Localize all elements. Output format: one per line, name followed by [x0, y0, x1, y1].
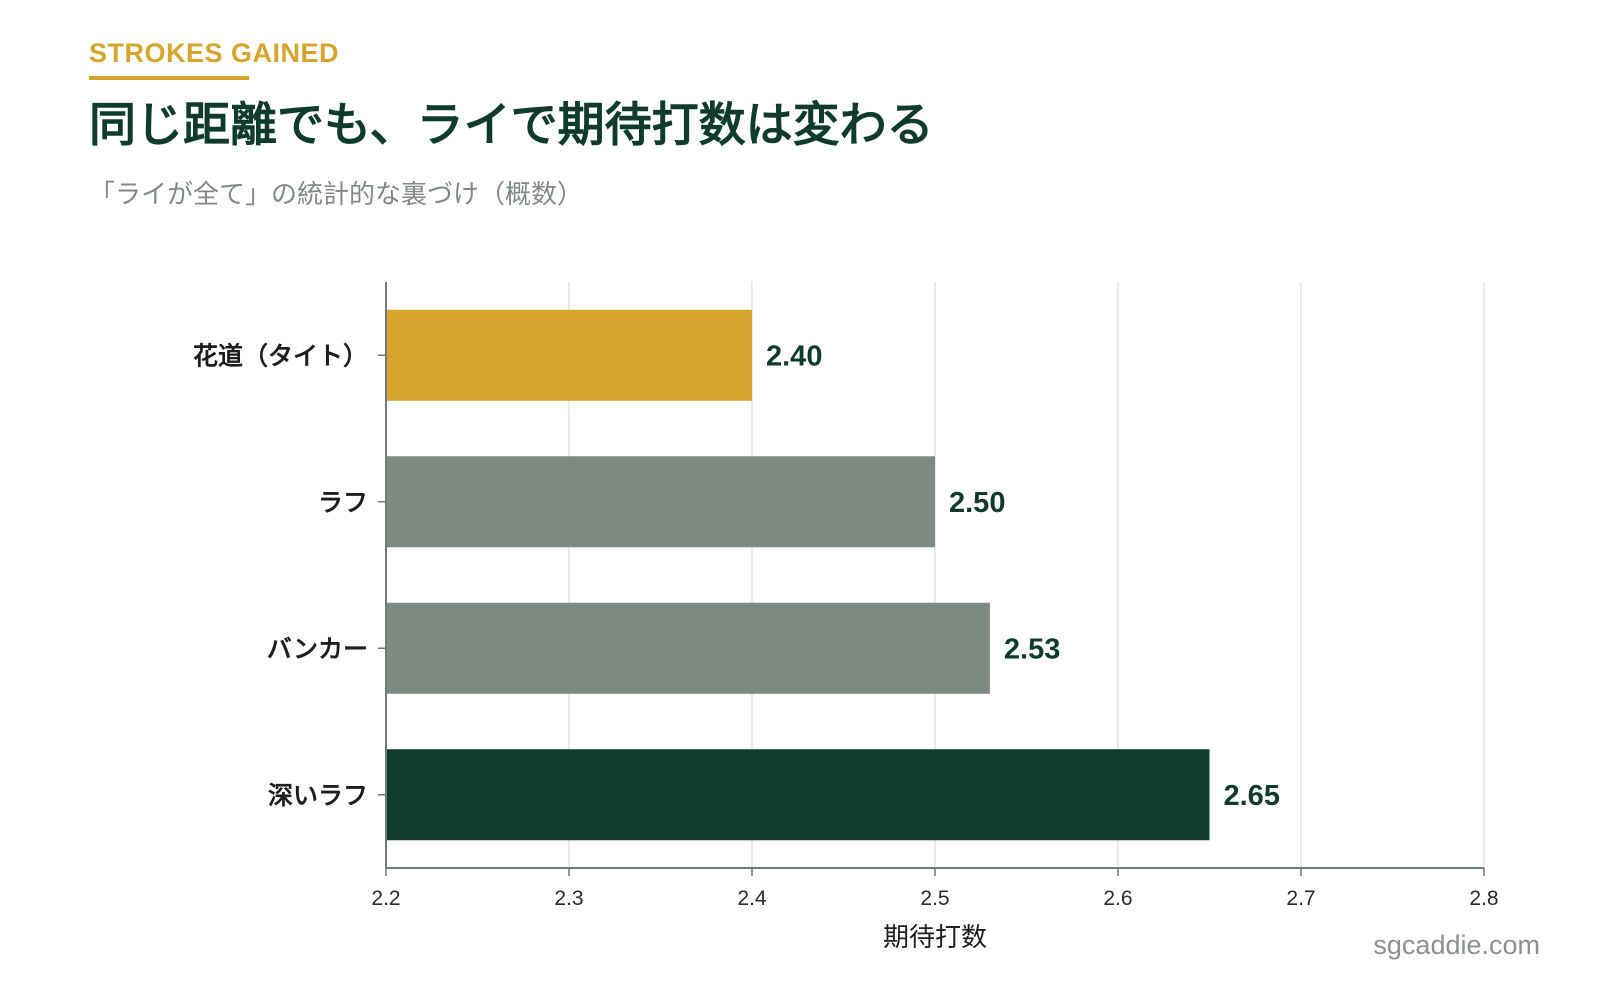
x-tick-label: 2.8 — [1469, 887, 1498, 910]
x-tick-label: 2.4 — [737, 887, 767, 910]
y-tick-label: 深いラフ — [268, 781, 368, 810]
bar — [386, 602, 990, 694]
bar — [386, 456, 935, 548]
y-tick-label: ラフ — [318, 488, 368, 517]
y-tick-label: バンカー — [267, 634, 368, 663]
bar-value-label: 2.40 — [766, 340, 822, 372]
x-tick-label: 2.7 — [1286, 887, 1315, 910]
y-tick-label: 花道（タイト） — [193, 341, 368, 370]
x-tick-label: 2.2 — [371, 887, 400, 910]
bar — [386, 309, 752, 401]
bar-value-label: 2.50 — [949, 487, 1005, 519]
x-tick-label: 2.3 — [554, 887, 583, 910]
bar-value-label: 2.53 — [1004, 633, 1060, 665]
x-axis-label: 期待打数 — [883, 923, 987, 953]
eyebrow-label: STROKES GAINED — [89, 38, 340, 68]
bar — [386, 749, 1210, 841]
chart-title: 同じ距離でも、ライで期待打数は変わる — [89, 98, 934, 153]
x-tick-label: 2.5 — [920, 887, 949, 910]
site-credit: sgcaddie.com — [1373, 930, 1540, 960]
bar-value-label: 2.65 — [1224, 780, 1280, 812]
eyebrow-underline — [89, 76, 249, 80]
chart-subtitle: 「ライが全て」の統計的な裏づけ（概数） — [89, 180, 584, 210]
x-tick-label: 2.6 — [1103, 887, 1132, 910]
